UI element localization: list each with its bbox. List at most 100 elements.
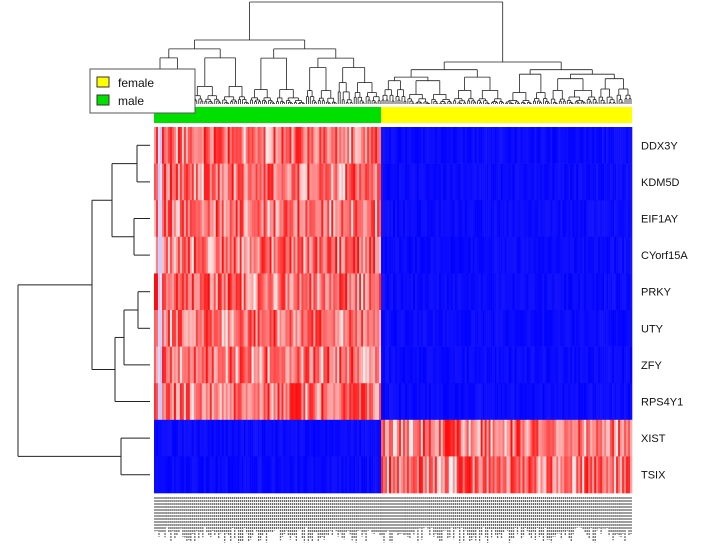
heatmap-cell: [502, 346, 505, 384]
heatmap-cell: [351, 200, 354, 238]
heatmap-cell: [446, 236, 450, 274]
heatmap-cell: [271, 236, 274, 274]
heatmap-cell: [470, 346, 473, 384]
heatmap-cell: [291, 163, 294, 201]
heatmap-cell: [225, 383, 228, 421]
heatmap-cell: [408, 236, 412, 274]
heatmap-cell: [335, 236, 338, 274]
heatmap-cell: [177, 346, 181, 384]
heatmap-cell: [233, 346, 236, 384]
heatmap-cell: [554, 419, 557, 457]
heatmap-cell: [177, 310, 181, 347]
heatmap-cell: [490, 456, 493, 494]
heatmap-cell: [343, 273, 346, 311]
heatmap-cell: [309, 273, 312, 311]
heatmap-cell: [321, 419, 324, 457]
heatmap-cell: [299, 200, 302, 238]
heatmap-cell: [514, 346, 517, 384]
heatmap-cell: [622, 419, 625, 457]
heatmap-cell: [474, 200, 477, 238]
heatmap-cell: [207, 236, 211, 274]
heatmap-cell: [584, 456, 587, 494]
heatmap-cell: [309, 127, 312, 164]
heatmap-cell: [566, 163, 569, 201]
heatmap-cell: [163, 419, 167, 457]
heatmap-cell: [389, 236, 392, 274]
heatmap-cell: [251, 419, 254, 457]
heatmap-cell: [233, 383, 236, 421]
heatmap-cell: [466, 310, 469, 347]
heatmap-cell: [446, 456, 450, 494]
heatmap-cell: [550, 383, 553, 421]
heatmap-cell: [367, 200, 370, 238]
heatmap-cell: [586, 273, 589, 311]
heatmap-cell: [608, 200, 611, 238]
heatmap-cell: [239, 419, 242, 457]
heatmap-cell: [349, 236, 352, 274]
heatmap-cell: [359, 346, 362, 384]
heatmap-cell: [592, 383, 595, 421]
heatmap-cell: [301, 419, 304, 457]
heatmap-cell: [624, 273, 627, 311]
heatmap-cell: [329, 200, 332, 238]
heatmap-cell: [197, 419, 201, 457]
heatmap-cell: [297, 383, 300, 421]
heatmap-cell: [173, 419, 177, 457]
heatmap-cell: [524, 383, 527, 421]
heatmap-cell: [351, 273, 354, 311]
heatmap-cell: [359, 273, 362, 311]
heatmap-cell: [173, 200, 177, 238]
heatmap-cell: [602, 236, 605, 274]
heatmap-cell: [319, 200, 322, 238]
heatmap-cell: [391, 127, 394, 164]
heatmap-cell: [588, 163, 591, 201]
heatmap-cell: [367, 419, 370, 457]
heatmap-cell: [225, 273, 228, 311]
heatmap-cell: [373, 236, 376, 274]
heatmap-cell: [486, 310, 489, 347]
heatmap-cell: [381, 163, 384, 201]
heatmap-cell: [311, 456, 314, 494]
heatmap-cell: [245, 273, 248, 311]
heatmap-cell: [584, 163, 587, 201]
heatmap-cell: [614, 383, 617, 421]
heatmap-cell: [416, 163, 420, 201]
heatmap-cell: [420, 310, 424, 347]
heatmap-cell: [590, 163, 593, 201]
heatmap-cell: [233, 236, 236, 274]
heatmap-cell: [446, 346, 450, 384]
heatmap-cell: [626, 346, 629, 384]
heatmap-cell: [219, 200, 223, 238]
heatmap-cell: [245, 310, 248, 347]
heatmap-cell: [530, 273, 533, 311]
heatmap-cell: [494, 236, 497, 274]
heatmap-cell: [548, 163, 551, 201]
heatmap-cell: [293, 200, 296, 238]
heatmap-cell: [558, 346, 561, 384]
heatmap-cell: [502, 127, 505, 164]
heatmap-cell: [343, 419, 346, 457]
heatmap-cell: [582, 163, 585, 201]
heatmap-cell: [393, 346, 396, 384]
heatmap-cell: [420, 200, 424, 238]
heatmap-cell: [430, 200, 434, 238]
heatmap-cell: [526, 456, 529, 494]
heatmap-cell: [327, 310, 330, 347]
heatmap-cell: [317, 236, 320, 274]
heatmap-cell: [213, 127, 217, 164]
heatmap-cell: [253, 163, 256, 201]
heatmap-cell: [492, 419, 495, 457]
heatmap-cell: [472, 236, 475, 274]
heatmap-cell: [321, 346, 324, 384]
heatmap-cell: [163, 163, 167, 201]
heatmap-cell: [432, 419, 436, 457]
heatmap-cell: [526, 310, 529, 347]
heatmap-cell: [321, 236, 324, 274]
heatmap-cell: [349, 200, 352, 238]
heatmap-cell: [381, 310, 384, 347]
heatmap-cell: [193, 163, 197, 201]
heatmap-cell: [436, 273, 440, 311]
heatmap-cell: [221, 383, 225, 421]
heatmap-cell: [333, 127, 336, 164]
heatmap-cell: [582, 236, 585, 274]
